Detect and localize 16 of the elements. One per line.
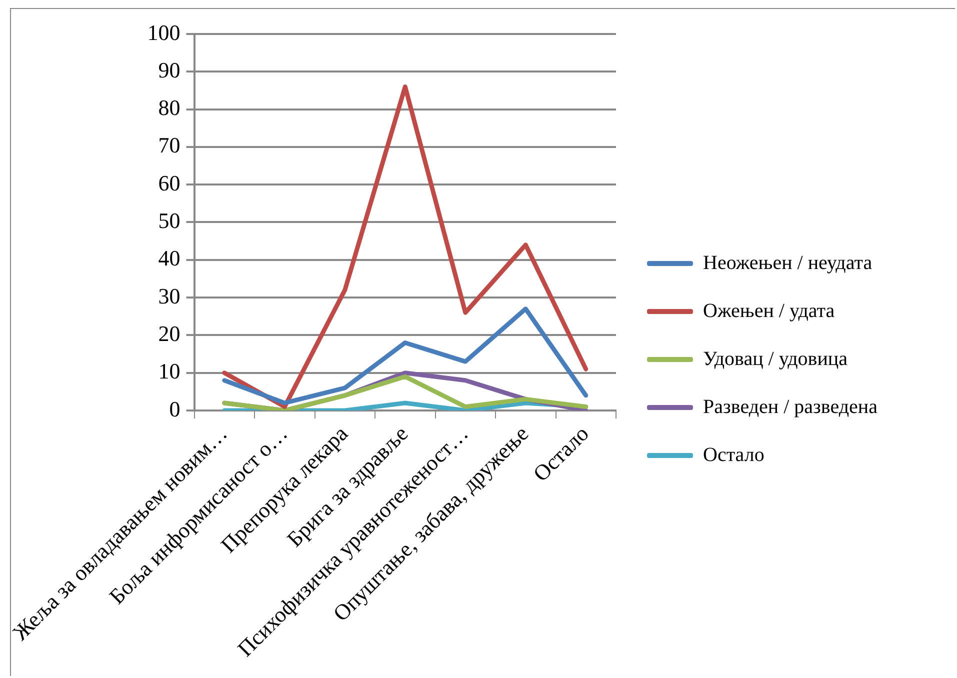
- y-tick-label: 40: [158, 246, 180, 271]
- y-tick-label: 60: [158, 170, 180, 196]
- y-tick-label: 30: [158, 283, 180, 308]
- y-tick-label: 80: [158, 95, 180, 120]
- y-tick-label: 70: [158, 132, 180, 158]
- y-tick-label: 10: [158, 358, 180, 384]
- legend-label: Неожењен / неудата: [703, 252, 872, 274]
- legend-label: Удовац / удовица: [703, 348, 848, 370]
- y-tick-label: 50: [158, 208, 180, 234]
- legend-label: Остало: [703, 444, 764, 466]
- legend-label: Разведен / разведена: [703, 396, 878, 418]
- y-tick-label: 100: [147, 20, 180, 45]
- legend-label: Ожењен / удата: [703, 300, 835, 322]
- y-tick-label: 0: [169, 396, 180, 422]
- y-tick-label: 20: [158, 320, 180, 346]
- y-tick-label: 90: [158, 57, 180, 82]
